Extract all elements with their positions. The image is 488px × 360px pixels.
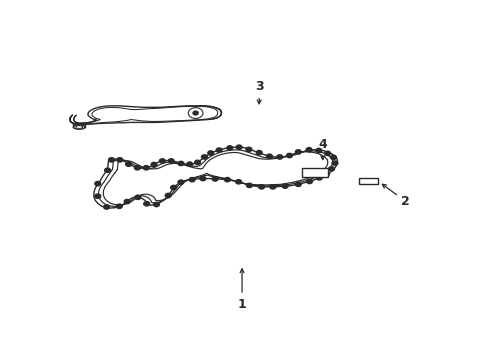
Circle shape bbox=[151, 162, 157, 167]
Circle shape bbox=[178, 161, 183, 166]
Circle shape bbox=[193, 111, 198, 115]
Circle shape bbox=[186, 162, 192, 166]
Circle shape bbox=[117, 158, 122, 162]
Circle shape bbox=[306, 179, 312, 184]
Bar bbox=[359, 178, 377, 184]
Circle shape bbox=[295, 182, 301, 186]
Circle shape bbox=[269, 185, 275, 189]
Circle shape bbox=[315, 148, 321, 153]
Circle shape bbox=[286, 153, 292, 158]
Circle shape bbox=[104, 168, 110, 172]
Circle shape bbox=[316, 176, 322, 180]
Text: 2: 2 bbox=[382, 184, 409, 208]
Circle shape bbox=[194, 160, 200, 165]
Circle shape bbox=[135, 195, 141, 199]
Circle shape bbox=[246, 183, 252, 188]
Circle shape bbox=[256, 150, 262, 155]
Circle shape bbox=[170, 185, 176, 190]
Circle shape bbox=[108, 158, 114, 162]
Circle shape bbox=[189, 177, 195, 182]
Circle shape bbox=[200, 176, 205, 181]
Circle shape bbox=[212, 177, 218, 181]
Text: 3: 3 bbox=[254, 80, 263, 104]
Circle shape bbox=[116, 204, 122, 208]
Circle shape bbox=[201, 155, 207, 159]
Circle shape bbox=[103, 205, 109, 209]
Circle shape bbox=[165, 193, 171, 198]
Circle shape bbox=[124, 199, 130, 204]
Bar bbox=[302, 168, 327, 177]
Circle shape bbox=[258, 185, 264, 189]
Text: 4: 4 bbox=[318, 138, 326, 159]
Circle shape bbox=[305, 148, 311, 152]
Circle shape bbox=[245, 147, 251, 152]
Circle shape bbox=[236, 145, 242, 149]
Circle shape bbox=[328, 167, 334, 171]
Circle shape bbox=[330, 155, 336, 159]
Circle shape bbox=[95, 194, 101, 198]
Circle shape bbox=[216, 148, 222, 152]
Circle shape bbox=[95, 181, 101, 186]
Circle shape bbox=[207, 151, 213, 155]
Circle shape bbox=[153, 202, 159, 207]
Circle shape bbox=[125, 162, 131, 166]
Circle shape bbox=[159, 159, 165, 163]
Circle shape bbox=[143, 166, 149, 170]
Circle shape bbox=[143, 202, 149, 206]
Circle shape bbox=[323, 172, 329, 176]
Text: 1: 1 bbox=[237, 269, 246, 311]
Circle shape bbox=[295, 150, 301, 154]
Circle shape bbox=[266, 154, 272, 158]
Circle shape bbox=[168, 159, 174, 163]
Circle shape bbox=[235, 180, 241, 184]
Circle shape bbox=[224, 177, 230, 182]
Circle shape bbox=[226, 146, 232, 150]
Circle shape bbox=[134, 166, 140, 170]
Circle shape bbox=[276, 155, 282, 159]
Circle shape bbox=[331, 161, 337, 165]
Circle shape bbox=[282, 184, 287, 188]
Circle shape bbox=[178, 180, 183, 184]
Circle shape bbox=[324, 151, 330, 156]
